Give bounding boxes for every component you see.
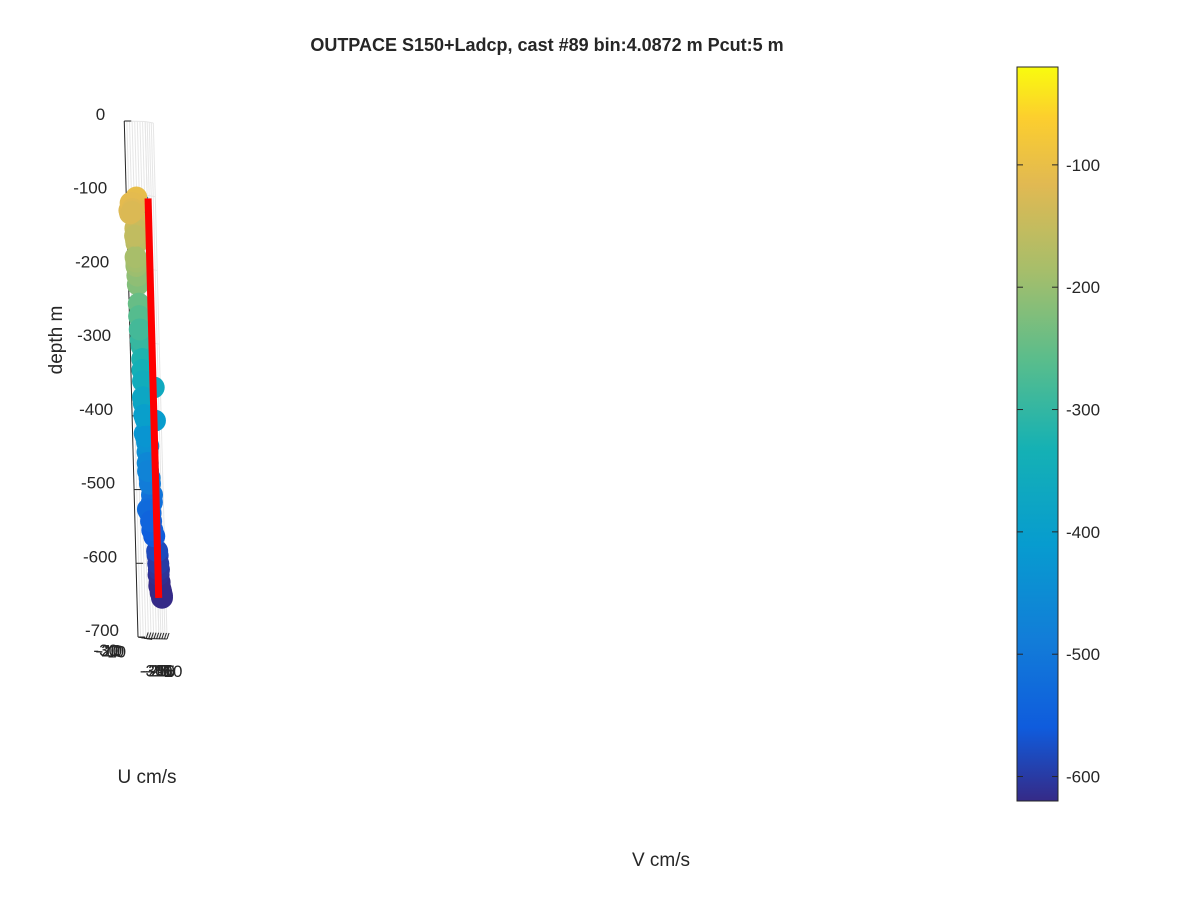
x-tick: [148, 632, 152, 639]
x-tick-label: -5: [158, 662, 173, 681]
y-tick-label: 0: [115, 642, 124, 661]
data-point: [131, 386, 154, 409]
colorbar: -100 -200 -300 -400 -500 -600: [1016, 66, 1100, 802]
y-tick-label: -20: [95, 641, 120, 660]
z-tick-label: -100: [73, 179, 107, 198]
z-tick-label: 0: [96, 105, 105, 124]
x-tick: [161, 632, 165, 640]
y-tick-label: -30: [93, 641, 118, 660]
z-tick-label: -200: [75, 252, 109, 271]
colorbar-tick-label: -200: [1066, 278, 1100, 297]
y-tick-label: -10: [97, 642, 122, 661]
x-tick-label: -25: [142, 662, 167, 681]
x-tick-label: -30: [140, 661, 165, 680]
z-tick-label: -500: [81, 474, 115, 493]
z-tick-label: -600: [83, 547, 117, 566]
x-tick-label: -15: [148, 662, 173, 681]
chart-title: OUTPACE S150+Ladcp, cast #89 bin:4.0872 …: [310, 35, 783, 55]
z-tick-label: -300: [77, 326, 111, 345]
x-axis-label: V cm/s: [632, 850, 690, 871]
x-tick-label: 0: [163, 662, 172, 681]
data-point: [121, 200, 144, 223]
grid-line: [145, 121, 154, 124]
plot-axes: 0-100-200-300-400-500-600-700-30-20-1001…: [73, 105, 182, 681]
z-tick-label: -700: [85, 621, 119, 640]
grid-line: [147, 194, 156, 198]
x-tick-label: 10: [164, 662, 183, 681]
y-axis-label: U cm/s: [117, 767, 176, 788]
colorbar-tick-label: -100: [1066, 156, 1100, 175]
x-tick-label: 5: [166, 662, 175, 681]
data-point: [124, 224, 147, 247]
x-tick: [153, 632, 157, 639]
x-tick: [163, 632, 167, 640]
x-tick-label: -10: [150, 662, 175, 681]
x-tick: [156, 632, 160, 639]
data-point: [132, 370, 155, 393]
data-point: [124, 246, 147, 269]
x-tick: [145, 632, 149, 639]
x-tick: [150, 632, 154, 639]
x-tick: [158, 632, 162, 639]
x-tick-label: -20: [145, 662, 170, 681]
x-tick: [166, 632, 170, 640]
colorbar-tick-label: -600: [1066, 768, 1100, 787]
data-point: [133, 404, 156, 427]
y-tick-label: 10: [107, 642, 126, 661]
data-point: [128, 318, 151, 341]
colorbar-tick-label: -400: [1066, 523, 1100, 542]
z-tick-label: -400: [79, 400, 113, 419]
colorbar-rect: [1016, 66, 1059, 802]
zero-velocity-line: [144, 198, 163, 599]
y-tick: [146, 637, 153, 640]
z-axis-label: depth m: [46, 306, 67, 375]
colorbar-tick-label: -500: [1066, 645, 1100, 664]
colorbar-tick-label: -300: [1066, 401, 1100, 420]
